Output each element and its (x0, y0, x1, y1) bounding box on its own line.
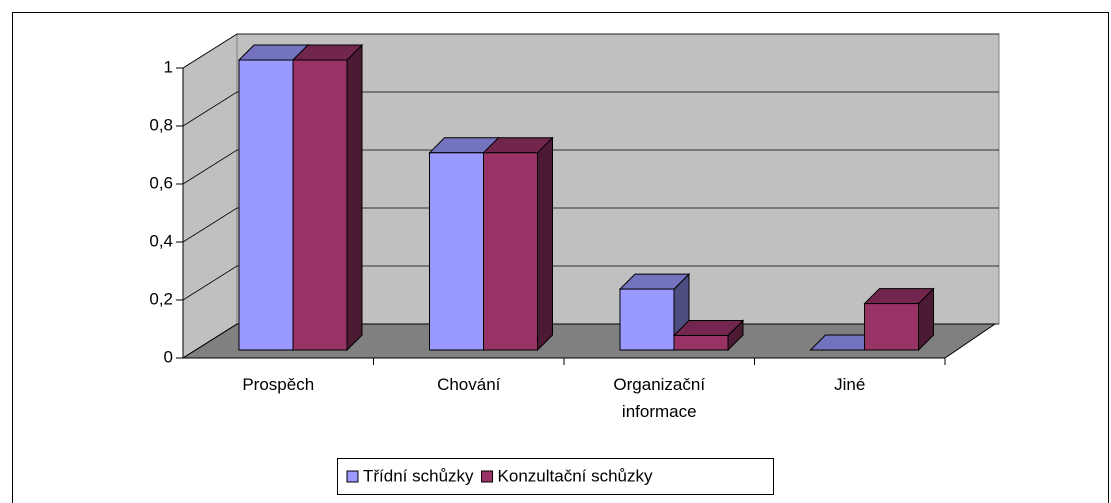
side-wall (182, 33, 238, 359)
x-tick-label: Organizační informace (613, 375, 706, 421)
legend-box (337, 458, 774, 495)
bar-side (537, 136, 553, 352)
bar (864, 303, 919, 351)
legend-label: Třídní schůzky (363, 466, 474, 485)
y-tick-label: 1 (164, 57, 173, 76)
y-tick-label: 0,8 (149, 115, 173, 134)
bar (673, 335, 729, 351)
y-tick-label: 0 (164, 347, 173, 366)
y-tick-label: 0,4 (149, 231, 173, 250)
x-tick-label: Prospěch (242, 375, 315, 394)
bar (483, 152, 538, 351)
grid-line (182, 265, 999, 301)
legend-label: Konzultační schůzky (498, 466, 653, 485)
legend-swatch (481, 470, 494, 483)
y-tick-label: 0,2 (149, 289, 173, 308)
chart-border (12, 12, 1109, 503)
bar (292, 59, 348, 351)
x-tick-label: Jiné (834, 375, 866, 394)
grid-line (182, 91, 999, 127)
bar (619, 288, 675, 351)
grid-line (182, 149, 999, 185)
grid-line (182, 207, 999, 243)
bar (429, 152, 484, 351)
grid-line (182, 33, 999, 69)
bar-side (346, 43, 363, 352)
bar (238, 59, 294, 351)
grid-line (182, 323, 999, 359)
y-tick-label: 0,6 (149, 173, 173, 192)
legend-swatch (346, 470, 359, 483)
x-tick-label: Chování (437, 375, 501, 394)
